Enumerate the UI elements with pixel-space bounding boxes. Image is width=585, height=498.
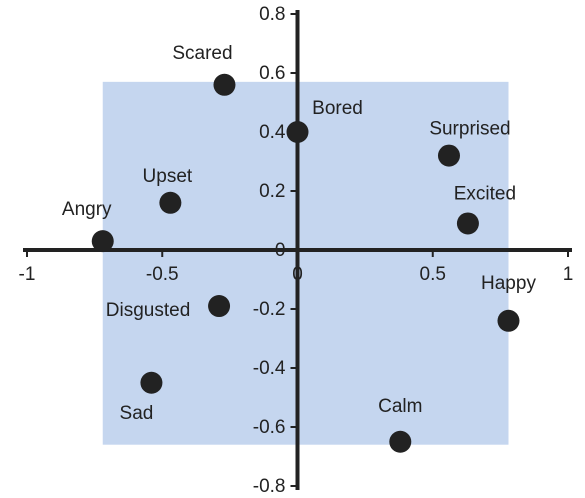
y-tick-label: -0.8: [253, 476, 286, 497]
point: [91, 230, 114, 253]
point: [456, 212, 479, 235]
point-label: Upset: [143, 166, 193, 187]
y-tick-label: 0.8: [259, 4, 285, 25]
point: [437, 144, 460, 167]
x-tick-label: 0.5: [420, 264, 446, 285]
point-label: Disgusted: [106, 300, 191, 321]
point: [389, 430, 412, 453]
y-tick-label: 0.4: [259, 122, 286, 143]
x-tick-label: -0.5: [146, 264, 179, 285]
point-label: Angry: [62, 199, 112, 220]
point: [286, 121, 309, 143]
region: [102, 81, 509, 445]
y-tick-label: 0.2: [259, 181, 285, 202]
point-label: Happy: [481, 273, 536, 294]
point: [497, 309, 520, 332]
point: [213, 73, 236, 96]
point-label: Calm: [378, 396, 422, 417]
point-label: Surprised: [429, 119, 510, 140]
point-label: Bored: [312, 98, 363, 119]
point-label: Excited: [454, 183, 516, 204]
point: [140, 371, 163, 394]
point: [208, 295, 231, 318]
x-tick-label: -1: [19, 264, 36, 285]
y-tick-label: 0: [275, 240, 286, 261]
x-tick-label: 1: [563, 264, 574, 285]
point-label: Scared: [172, 43, 232, 64]
point: [159, 191, 182, 214]
y-tick-label: 0.6: [259, 63, 285, 84]
y-tick-label: -0.6: [253, 417, 286, 438]
y-tick-label: -0.4: [253, 358, 286, 379]
point-label: Sad: [120, 403, 154, 424]
y-tick-label: -0.2: [253, 299, 286, 320]
x-tick-label: 0: [292, 264, 303, 285]
